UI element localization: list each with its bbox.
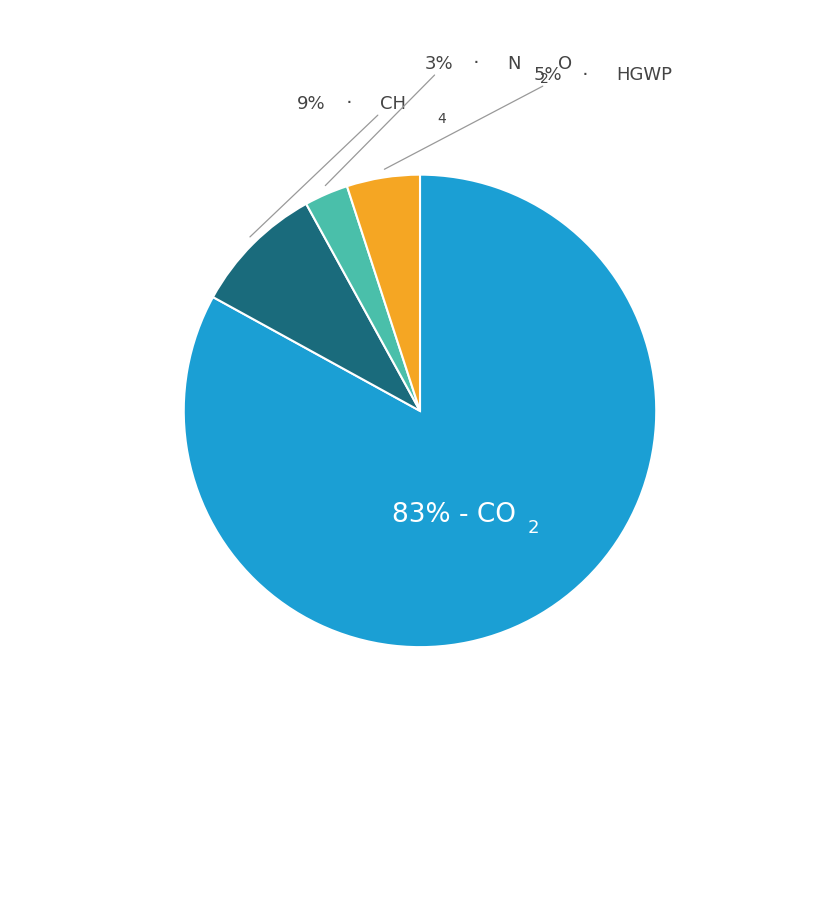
Text: 3%: 3%: [425, 54, 454, 73]
Text: O: O: [559, 54, 572, 73]
Text: 4: 4: [438, 112, 447, 126]
Text: 429.4 MMTCO: 429.4 MMTCO: [312, 802, 549, 831]
Text: 2: 2: [528, 519, 539, 538]
Text: 5%: 5%: [533, 66, 562, 84]
Text: 2: 2: [540, 72, 549, 86]
Text: N: N: [507, 54, 521, 73]
Text: 83% - CO: 83% - CO: [392, 502, 516, 528]
Text: 9%: 9%: [297, 94, 326, 113]
Text: 2016 TOTAL CA EMISSIONS: 2016 TOTAL CA EMISSIONS: [288, 858, 552, 876]
Text: ·: ·: [576, 66, 595, 85]
Text: HGWP: HGWP: [616, 66, 672, 84]
Text: CH: CH: [380, 94, 406, 113]
Wedge shape: [184, 174, 656, 647]
Text: 2: 2: [607, 815, 622, 836]
Wedge shape: [307, 186, 420, 411]
Text: ·: ·: [339, 94, 359, 114]
Wedge shape: [213, 204, 420, 411]
Wedge shape: [347, 174, 420, 411]
Text: e: e: [627, 802, 648, 831]
Text: ·: ·: [467, 54, 486, 74]
